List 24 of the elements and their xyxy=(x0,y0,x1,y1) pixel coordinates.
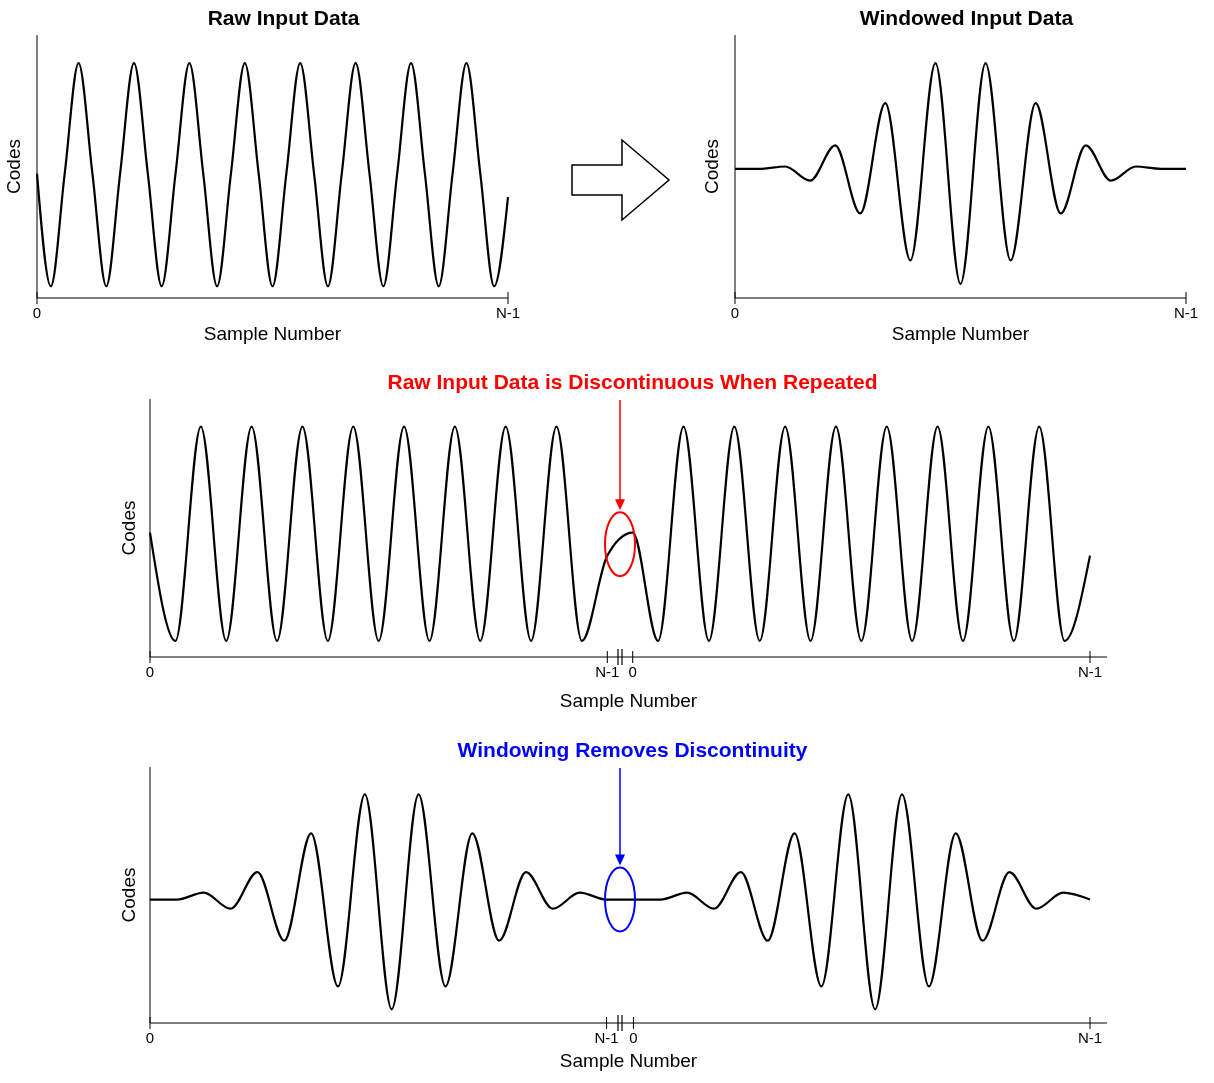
y-axis-title: Codes xyxy=(700,139,722,194)
x-tick-label: N-1 xyxy=(495,304,521,321)
x-axis-title: Sample Number xyxy=(559,690,698,711)
chart-title: Windowed Input Data xyxy=(859,6,1074,30)
x-tick-label: 0 xyxy=(145,1029,155,1046)
x-tick-label: N-1 xyxy=(1173,304,1199,321)
x-tick-label: N-1 xyxy=(595,663,620,680)
x-axis-title: Sample Number xyxy=(203,323,342,344)
x-tick-label: 0 xyxy=(628,663,637,680)
x-axis-title: Sample Number xyxy=(891,323,1030,344)
x-tick-label: N-1 xyxy=(1077,663,1103,680)
x-tick-label: 0 xyxy=(730,304,740,321)
y-axis-title: Codes xyxy=(117,867,139,923)
text: Raw Input Data is Discontinuous When Repeated xyxy=(387,370,878,394)
x-tick-label: 0 xyxy=(629,1029,638,1046)
y-axis-title: Codes xyxy=(2,139,24,194)
text: Windowing Removes Discontinuity xyxy=(457,738,808,762)
x-tick-label: N-1 xyxy=(594,1029,619,1046)
x-tick-label: 0 xyxy=(32,304,42,321)
y-axis-title: Codes xyxy=(117,500,139,556)
x-axis-title: Sample Number xyxy=(559,1050,698,1071)
x-tick-label: N-1 xyxy=(1077,1029,1103,1046)
chart-title: Raw Input Data xyxy=(207,6,360,30)
x-tick-label: 0 xyxy=(145,663,155,680)
